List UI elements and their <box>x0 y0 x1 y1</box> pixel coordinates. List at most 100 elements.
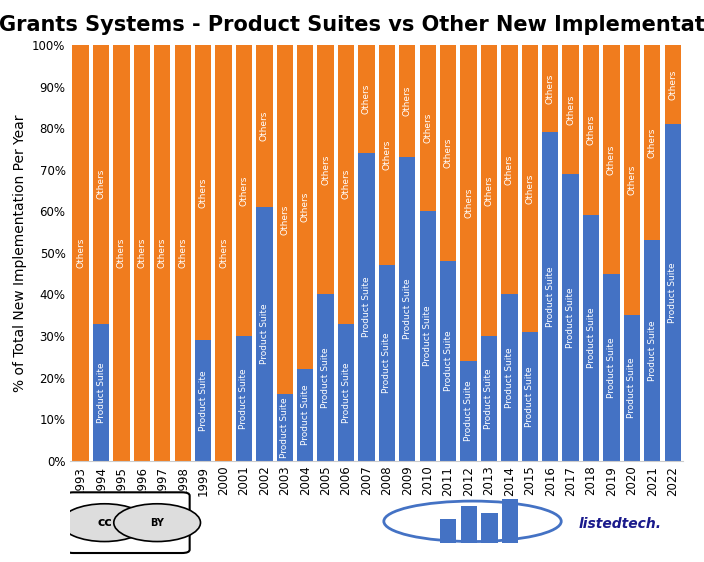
Text: Product Suite: Product Suite <box>239 368 249 429</box>
Text: Product Suite: Product Suite <box>96 362 106 423</box>
Bar <box>460 361 477 461</box>
Bar <box>562 45 579 174</box>
Bar <box>297 369 313 461</box>
Text: Others: Others <box>96 169 106 200</box>
Bar <box>583 45 599 215</box>
Text: Product Suite: Product Suite <box>566 287 575 348</box>
Bar <box>603 45 620 274</box>
Text: Others: Others <box>321 155 330 185</box>
Text: Others: Others <box>464 188 473 218</box>
Bar <box>379 265 395 461</box>
Circle shape <box>114 504 201 542</box>
Bar <box>318 294 334 461</box>
Text: Product Suite: Product Suite <box>403 279 412 339</box>
Text: Product Suite: Product Suite <box>301 385 310 446</box>
Text: Product Suite: Product Suite <box>546 266 555 327</box>
Bar <box>502 499 518 543</box>
Bar <box>644 45 660 241</box>
Text: Others: Others <box>505 155 514 185</box>
Circle shape <box>61 504 148 542</box>
Bar <box>644 241 660 461</box>
Bar <box>420 45 436 211</box>
Bar <box>338 324 354 461</box>
Text: Others: Others <box>301 192 310 223</box>
Text: Others: Others <box>444 138 453 168</box>
Bar <box>113 45 130 461</box>
Text: Product Suite: Product Suite <box>280 397 289 458</box>
Text: Product Suite: Product Suite <box>484 368 494 429</box>
Bar <box>562 174 579 461</box>
Text: Others: Others <box>341 169 351 200</box>
Bar <box>195 340 211 461</box>
Bar <box>399 157 415 461</box>
Text: Product Suite: Product Suite <box>362 277 371 337</box>
Bar <box>236 336 252 461</box>
Bar <box>542 45 558 132</box>
Bar <box>481 336 497 461</box>
Bar <box>154 45 170 461</box>
Text: Others: Others <box>239 175 249 206</box>
Bar <box>624 315 640 461</box>
Bar <box>175 45 191 461</box>
Text: BY: BY <box>150 518 164 528</box>
Bar <box>460 506 477 543</box>
Text: Others: Others <box>607 144 616 175</box>
Text: cc: cc <box>97 516 112 529</box>
Bar <box>236 45 252 336</box>
Bar <box>195 45 211 340</box>
Bar <box>522 332 538 461</box>
Bar <box>420 211 436 461</box>
Bar <box>358 45 375 153</box>
Text: Others: Others <box>648 128 657 158</box>
Text: Others: Others <box>668 69 677 99</box>
Bar <box>603 274 620 461</box>
Bar <box>277 45 293 395</box>
Bar <box>297 45 313 369</box>
Text: Product Suite: Product Suite <box>586 308 596 369</box>
Text: Others: Others <box>117 238 126 268</box>
Text: Others: Others <box>403 86 412 116</box>
Text: Others: Others <box>546 74 555 104</box>
Bar <box>522 45 538 332</box>
Text: Product Suite: Product Suite <box>341 362 351 423</box>
Text: Product Suite: Product Suite <box>627 358 636 418</box>
Text: Others: Others <box>199 178 208 208</box>
Text: Others: Others <box>260 111 269 141</box>
Bar <box>460 45 477 361</box>
Bar <box>256 207 272 461</box>
Bar <box>440 45 456 261</box>
Text: Others: Others <box>158 238 167 268</box>
Bar <box>277 395 293 461</box>
Bar <box>583 215 599 461</box>
Bar <box>542 132 558 461</box>
Bar <box>665 45 681 124</box>
Text: Others: Others <box>423 113 432 143</box>
Text: Product Suite: Product Suite <box>668 262 677 323</box>
Text: Product Suite: Product Suite <box>260 303 269 364</box>
Text: Product Suite: Product Suite <box>382 333 391 393</box>
Bar <box>624 45 640 315</box>
Bar <box>501 45 517 294</box>
Bar <box>440 519 456 543</box>
Text: Product Suite: Product Suite <box>444 330 453 391</box>
Text: Others: Others <box>76 238 85 268</box>
Text: Product Suite: Product Suite <box>505 347 514 408</box>
Text: Others: Others <box>484 175 494 206</box>
Bar <box>73 45 89 461</box>
Bar <box>481 45 497 336</box>
Text: Others: Others <box>178 238 187 268</box>
Bar <box>399 45 415 157</box>
Y-axis label: % of Total New Implementation Per Year: % of Total New Implementation Per Year <box>13 114 27 392</box>
Bar <box>665 124 681 461</box>
Bar <box>93 45 109 324</box>
Text: Product Suite: Product Suite <box>199 370 208 431</box>
Text: Product Suite: Product Suite <box>648 320 657 381</box>
Text: Product Suite: Product Suite <box>464 380 473 441</box>
Bar <box>256 45 272 207</box>
Text: listedtech.: listedtech. <box>579 517 662 531</box>
Bar <box>358 153 375 461</box>
Text: Others: Others <box>382 140 391 170</box>
Text: Product Suite: Product Suite <box>423 306 432 366</box>
Text: Others: Others <box>362 84 371 114</box>
Bar <box>215 45 232 461</box>
